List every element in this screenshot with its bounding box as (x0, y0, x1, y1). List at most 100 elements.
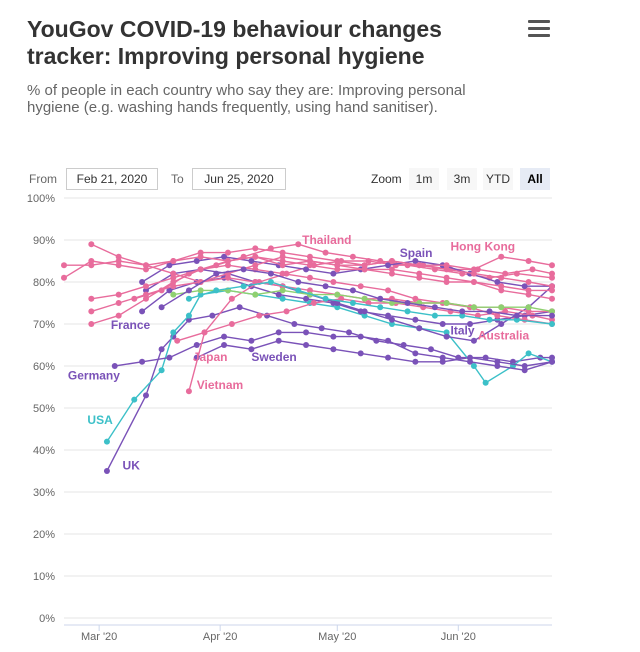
data-point[interactable] (459, 308, 466, 315)
data-point[interactable] (459, 312, 466, 319)
data-point[interactable] (549, 287, 555, 294)
data-point[interactable] (349, 287, 356, 294)
data-point[interactable] (279, 262, 286, 269)
data-point[interactable] (170, 274, 177, 281)
data-point[interactable] (174, 337, 181, 344)
data-point[interactable] (525, 279, 532, 285)
data-point[interactable] (361, 312, 368, 319)
data-point[interactable] (549, 316, 555, 323)
data-point[interactable] (388, 316, 395, 323)
data-point[interactable] (170, 291, 177, 298)
data-point[interactable] (361, 295, 368, 302)
data-point[interactable] (467, 358, 474, 365)
data-point[interactable] (349, 253, 356, 260)
data-point[interactable] (549, 358, 555, 365)
data-point[interactable] (330, 270, 337, 277)
data-point[interactable] (139, 358, 146, 365)
data-point[interactable] (549, 283, 555, 290)
data-point[interactable] (248, 258, 255, 264)
data-point[interactable] (412, 316, 419, 323)
data-point[interactable] (549, 312, 555, 319)
data-point[interactable] (549, 354, 555, 361)
data-point[interactable] (158, 367, 165, 374)
data-point[interactable] (197, 266, 204, 273)
series-germany[interactable] (111, 329, 555, 374)
data-point[interactable] (279, 295, 286, 302)
data-point[interactable] (443, 329, 450, 336)
data-point[interactable] (513, 316, 520, 323)
data-point[interactable] (303, 342, 310, 348)
data-point[interactable] (201, 329, 208, 336)
data-point[interactable] (498, 321, 505, 327)
data-point[interactable] (404, 300, 411, 306)
data-point[interactable] (400, 342, 407, 348)
data-point[interactable] (221, 253, 228, 260)
zoom-3m-button[interactable]: 3m (447, 168, 477, 190)
zoom-all-button[interactable]: All (520, 168, 550, 190)
data-point[interactable] (103, 438, 110, 445)
data-point[interactable] (88, 308, 95, 315)
data-point[interactable] (549, 262, 555, 269)
data-point[interactable] (525, 291, 532, 298)
data-point[interactable] (103, 468, 110, 474)
data-point[interactable] (197, 249, 204, 256)
data-point[interactable] (193, 354, 200, 361)
data-point[interactable] (115, 312, 122, 319)
series-unlabeled[interactable] (88, 253, 555, 302)
data-point[interactable] (549, 274, 555, 281)
data-point[interactable] (295, 287, 302, 294)
data-point[interactable] (275, 291, 282, 298)
data-point[interactable] (318, 325, 325, 332)
data-point[interactable] (482, 379, 489, 386)
data-point[interactable] (431, 312, 438, 319)
data-point[interactable] (228, 295, 235, 302)
data-point[interactable] (388, 258, 395, 264)
data-point[interactable] (404, 308, 411, 315)
data-point[interactable] (256, 312, 263, 319)
data-point[interactable] (345, 329, 352, 336)
data-point[interactable] (349, 300, 356, 306)
data-point[interactable] (549, 321, 555, 327)
data-point[interactable] (306, 274, 313, 281)
data-point[interactable] (267, 279, 274, 285)
data-point[interactable] (306, 253, 313, 260)
hamburger-menu-icon[interactable] (528, 20, 550, 40)
data-point[interactable] (197, 253, 204, 260)
data-point[interactable] (303, 329, 310, 336)
data-point[interactable] (61, 274, 67, 281)
data-point[interactable] (498, 283, 505, 290)
data-point[interactable] (443, 279, 450, 285)
data-point[interactable] (486, 316, 493, 323)
data-point[interactable] (158, 346, 165, 353)
data-point[interactable] (306, 287, 313, 294)
data-point[interactable] (388, 270, 395, 277)
data-point[interactable] (88, 258, 95, 264)
data-point[interactable] (209, 312, 216, 319)
data-point[interactable] (228, 321, 235, 327)
data-point[interactable] (213, 287, 220, 294)
data-point[interactable] (549, 270, 555, 277)
data-point[interactable] (142, 262, 149, 269)
data-point[interactable] (443, 266, 450, 273)
data-point[interactable] (115, 300, 122, 306)
data-point[interactable] (498, 253, 505, 260)
data-point[interactable] (443, 274, 450, 281)
data-point[interactable] (88, 321, 95, 327)
data-point[interactable] (170, 329, 177, 336)
data-point[interactable] (427, 346, 434, 353)
data-point[interactable] (248, 337, 255, 344)
data-point[interactable] (279, 270, 286, 277)
data-point[interactable] (470, 337, 477, 344)
data-point[interactable] (252, 245, 259, 252)
data-point[interactable] (185, 287, 192, 294)
data-point[interactable] (416, 325, 423, 332)
data-point[interactable] (306, 262, 313, 269)
data-point[interactable] (295, 279, 302, 285)
data-point[interactable] (111, 363, 118, 369)
data-point[interactable] (322, 295, 329, 302)
data-point[interactable] (439, 358, 446, 365)
data-point[interactable] (193, 342, 200, 348)
zoom-ytd-button[interactable]: YTD (483, 168, 513, 190)
from-date-input[interactable] (66, 168, 158, 190)
data-point[interactable] (185, 312, 192, 319)
